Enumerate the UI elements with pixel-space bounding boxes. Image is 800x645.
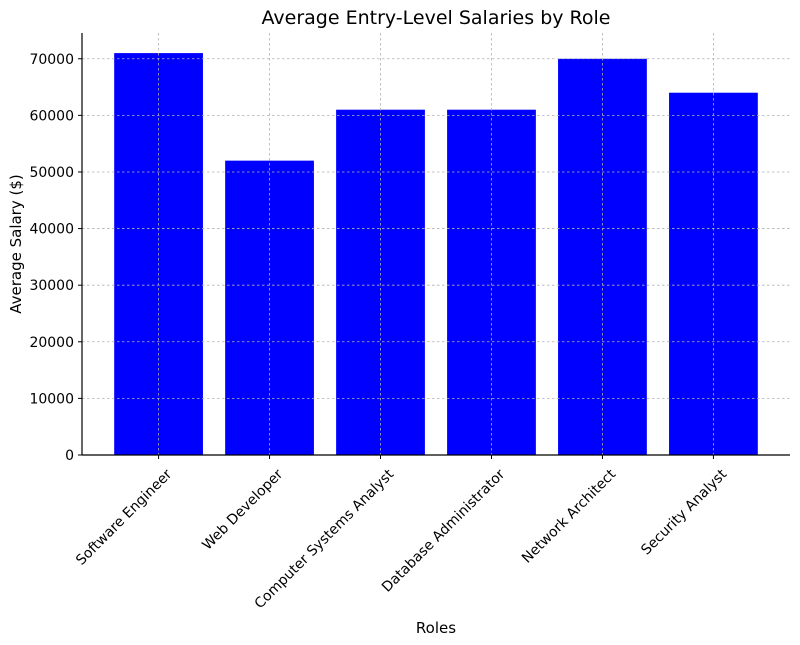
x-axis-label: Roles (416, 619, 456, 637)
x-tick-label: Database Administrator (379, 466, 508, 595)
x-tick-label: Security Analyst (638, 466, 730, 558)
y-tick-label: 70000 (29, 52, 74, 68)
y-axis-label: Average Salary ($) (7, 174, 25, 314)
x-tick-label: Web Developer (199, 466, 286, 553)
bar-3 (447, 109, 536, 456)
bar-2 (336, 109, 425, 456)
y-tick-label: 20000 (29, 335, 74, 351)
chart-title: Average Entry-Level Salaries by Role (262, 7, 611, 29)
y-tick-label: 30000 (29, 278, 74, 294)
y-tick-label: 10000 (29, 391, 74, 407)
y-tick-label: 40000 (29, 222, 74, 238)
y-tick-label: 50000 (29, 165, 74, 181)
y-tick-label: 0 (65, 448, 74, 464)
y-tick-label: 60000 (29, 108, 74, 124)
x-tick-label: Network Architect (519, 466, 620, 567)
x-tick-label: Software Engineer (73, 466, 175, 568)
